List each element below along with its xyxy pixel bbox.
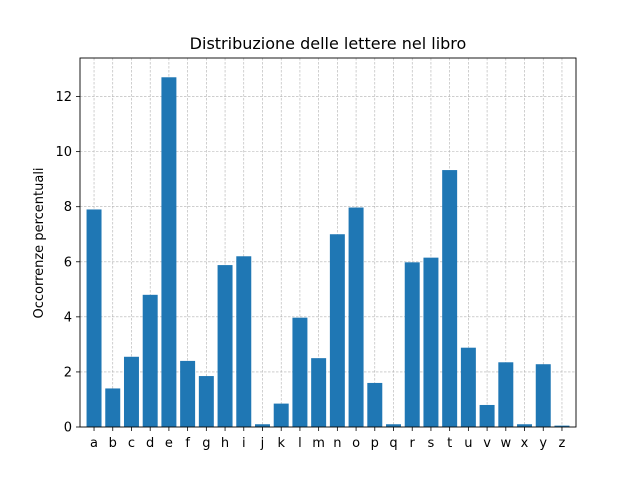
y-tick-label: 12 — [55, 90, 72, 105]
y-tick-label: 10 — [55, 145, 72, 160]
bar-j — [255, 424, 270, 427]
x-tick-label: v — [483, 436, 491, 451]
x-tick-label: h — [221, 436, 229, 451]
grid-lines — [80, 58, 576, 428]
bar-g — [198, 376, 214, 427]
y-tick-label: 8 — [64, 200, 72, 215]
bar-m — [311, 358, 327, 427]
y-tick-label: 6 — [64, 255, 72, 270]
x-tick-label: n — [333, 436, 341, 451]
x-tick-label: j — [260, 436, 265, 451]
bar-r — [404, 262, 420, 427]
bar-a — [86, 209, 102, 427]
bar-i — [236, 256, 252, 427]
plot-frame — [79, 57, 577, 428]
x-tick-label: k — [277, 436, 285, 451]
y-tick-label: 0 — [64, 421, 72, 436]
bar-w — [498, 362, 514, 427]
bar-x — [517, 424, 533, 427]
x-tick-label: p — [371, 436, 379, 451]
x-tick-label: s — [428, 436, 435, 451]
x-tick-label: f — [185, 436, 190, 451]
y-tick-label: 4 — [64, 310, 72, 325]
bar-h — [217, 265, 233, 427]
bar-b — [105, 388, 121, 427]
bar-o — [348, 207, 364, 427]
x-tick-label: x — [521, 436, 529, 451]
x-tick-label: y — [539, 436, 547, 451]
bar-p — [367, 382, 383, 427]
x-tick-label: l — [298, 436, 302, 451]
x-tick-label: z — [559, 436, 566, 451]
bar-z — [554, 425, 570, 427]
bar-q — [386, 424, 401, 427]
y-axis-label: Occorrenze percentuali — [32, 167, 47, 318]
bar-s — [423, 257, 439, 427]
bar-l — [292, 317, 308, 427]
x-tick-label: w — [500, 436, 511, 451]
bar-t — [442, 170, 458, 428]
x-tick-label: g — [202, 436, 210, 451]
x-tick-label: d — [146, 436, 154, 451]
bar-c — [123, 356, 139, 427]
x-tick-label: i — [242, 436, 246, 451]
bar-n — [329, 234, 345, 427]
chart-title: Distribuzione delle lettere nel libro — [190, 34, 467, 53]
x-tick-label: o — [352, 436, 360, 451]
axes — [76, 57, 577, 431]
x-tick-label: a — [90, 436, 98, 451]
bar-k — [273, 403, 289, 427]
x-tick-label: e — [165, 436, 173, 451]
x-tick-label: m — [312, 436, 325, 451]
bar-u — [460, 347, 476, 427]
y-tick-label: 2 — [64, 365, 72, 380]
x-tick-label: c — [128, 436, 135, 451]
bar-y — [535, 364, 551, 427]
bar-e — [161, 77, 177, 427]
x-tick-label: r — [410, 436, 416, 451]
x-tick-label: b — [109, 436, 117, 451]
bar-f — [180, 360, 196, 427]
x-tick-label: t — [447, 436, 452, 451]
tick-labels: a b c d e f g h i j k l m n o p q r s t u v w x y z 0 2 4 6 8 10 12 — [55, 90, 565, 451]
bars — [86, 77, 570, 428]
bar-v — [479, 404, 495, 427]
x-tick-label: u — [464, 436, 472, 451]
x-tick-label: q — [389, 436, 397, 451]
bar-d — [142, 294, 158, 427]
